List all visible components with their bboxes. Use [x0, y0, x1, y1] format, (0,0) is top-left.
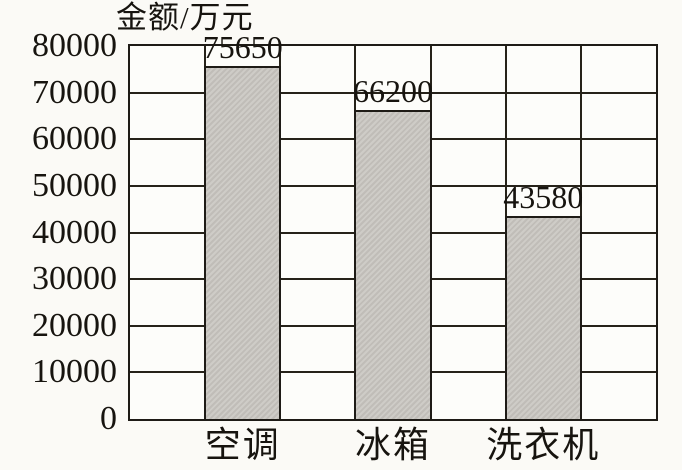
- bar-洗衣机: [504, 215, 582, 419]
- h-gridline: [130, 91, 656, 94]
- x-tick-label: 空调: [204, 425, 281, 465]
- y-tick-label: 10000: [32, 353, 117, 391]
- y-tick-label: 70000: [32, 73, 117, 111]
- y-axis-title: 金额/万元: [116, 0, 254, 35]
- x-tick-label: 冰箱: [354, 425, 432, 465]
- y-tick-label: 80000: [32, 27, 117, 64]
- y-tick-label: 30000: [32, 260, 117, 298]
- bar-value-label: 66200: [353, 73, 433, 110]
- plot-area: 75650 66200 43580: [128, 29, 658, 421]
- x-tick-label: 洗衣机: [486, 425, 601, 465]
- y-tick-label: 0: [100, 400, 117, 437]
- bar-value-label: 43580: [503, 178, 584, 215]
- y-tick-label: 20000: [32, 306, 117, 344]
- bar-空调: [204, 66, 282, 419]
- bar-冰箱: [354, 110, 432, 419]
- plot-grid: 75650 66200 43580: [130, 29, 656, 419]
- y-tick-label: 60000: [32, 120, 117, 158]
- y-tick-label: 50000: [32, 166, 117, 204]
- y-tick-label: 40000: [32, 213, 117, 251]
- bar-value-label: 75650: [202, 29, 283, 66]
